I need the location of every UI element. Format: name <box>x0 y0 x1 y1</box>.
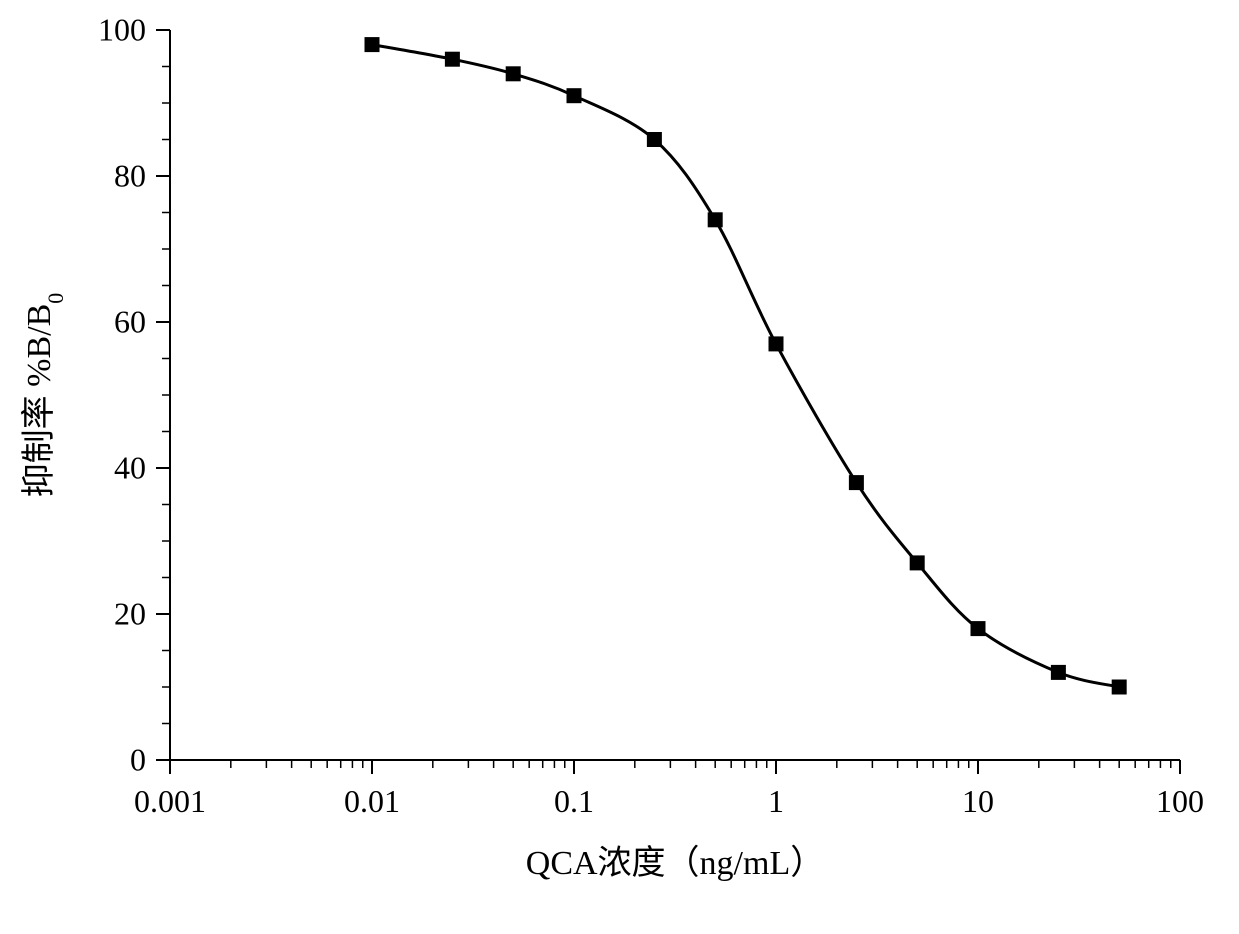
x-tick-label: 0.1 <box>554 783 594 819</box>
data-marker <box>708 213 722 227</box>
y-tick-label: 80 <box>114 158 146 194</box>
x-axis-label: QCA浓度（ng/mL） <box>526 844 824 882</box>
data-marker <box>647 133 661 147</box>
data-marker <box>567 89 581 103</box>
x-tick-label: 100 <box>1156 783 1204 819</box>
data-marker <box>769 337 783 351</box>
chart-container: 0.001 0.01 0.1 1 10 100 0 20 40 60 80 100 QCA浓度（ng/m… <box>0 0 1239 934</box>
data-marker <box>849 476 863 490</box>
data-marker <box>506 67 520 81</box>
y-tick-label: 40 <box>114 450 146 486</box>
y-tick-label: 0 <box>130 742 146 778</box>
data-marker <box>1112 680 1126 694</box>
x-tick-label: 10 <box>962 783 994 819</box>
y-tick-label: 100 <box>98 12 146 48</box>
x-tick-label: 1 <box>768 783 784 819</box>
y-tick-label: 20 <box>114 596 146 632</box>
inhibition-curve-chart: 0.001 0.01 0.1 1 10 100 0 20 40 60 80 100 QCA浓度（ng/m… <box>0 0 1239 934</box>
data-marker <box>910 556 924 570</box>
data-marker <box>1051 665 1065 679</box>
data-marker <box>365 38 379 52</box>
x-tick-label: 0.001 <box>134 783 206 819</box>
y-tick-label: 60 <box>114 304 146 340</box>
data-marker <box>971 622 985 636</box>
data-marker <box>445 52 459 66</box>
x-tick-label: 0.01 <box>344 783 400 819</box>
